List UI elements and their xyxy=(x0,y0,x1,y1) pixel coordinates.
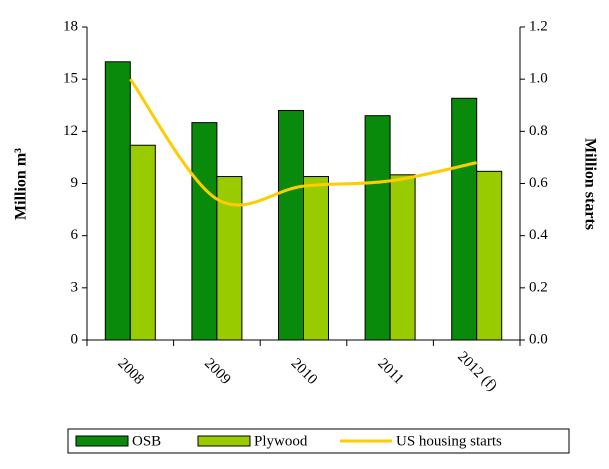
x-tick-label: 2012 (f) xyxy=(454,349,500,395)
y2-tick-label: 0.0 xyxy=(529,331,548,347)
legend-swatch xyxy=(197,435,251,447)
y-tick-label: 18 xyxy=(63,18,78,34)
y2-axis-label: Million starts xyxy=(581,138,598,230)
x-tick-label: 2011 xyxy=(374,356,406,388)
y-axis-label: Million m³ xyxy=(13,148,30,220)
bar xyxy=(278,109,304,341)
y-tick-label: 12 xyxy=(63,123,78,139)
x-tick-label: 2009 xyxy=(201,355,234,388)
legend-label: US housing starts xyxy=(396,433,502,449)
y2-tick-label: 1.0 xyxy=(529,71,548,87)
bar xyxy=(451,97,478,341)
y2-tick-label: 0.6 xyxy=(529,175,548,191)
x-tick-label: 2010 xyxy=(288,355,321,388)
y2-tick-label: 1.2 xyxy=(529,18,548,34)
y-tick-label: 15 xyxy=(63,71,78,87)
y2-tick-label: 0.8 xyxy=(529,123,548,139)
y-tick-label: 0 xyxy=(71,331,79,347)
bar xyxy=(191,122,218,341)
line xyxy=(129,78,478,207)
bar xyxy=(129,144,156,341)
y2-tick-label: 0.4 xyxy=(529,227,548,243)
legend-label: Plywood xyxy=(254,433,308,449)
bar xyxy=(364,115,391,341)
legend-swatch xyxy=(75,435,129,447)
y-tick-label: 3 xyxy=(71,279,79,295)
y2-tick-label: 0.2 xyxy=(529,279,548,295)
bar xyxy=(389,174,416,341)
legend-label: OSB xyxy=(132,433,161,449)
bar xyxy=(104,61,131,341)
bar xyxy=(476,170,503,341)
bar xyxy=(303,176,329,341)
y-tick-label: 9 xyxy=(71,175,79,191)
x-tick-label: 2008 xyxy=(114,355,147,388)
y-tick-label: 6 xyxy=(71,227,79,243)
legend-box xyxy=(67,428,570,454)
